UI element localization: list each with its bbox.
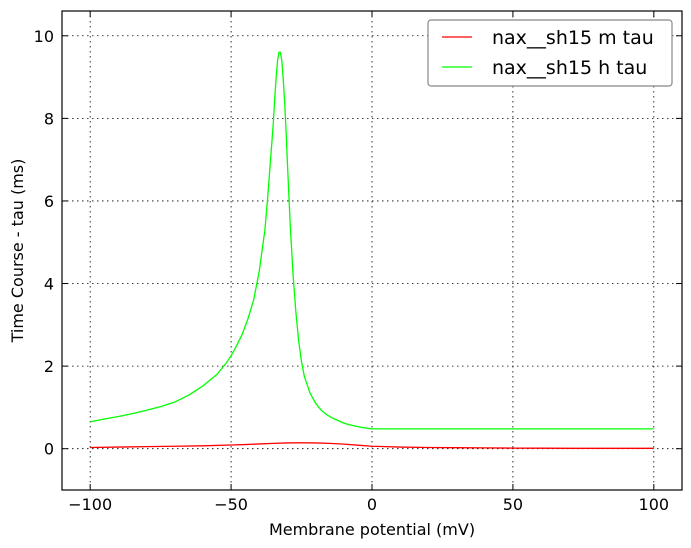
y-tick-label: 8 bbox=[44, 109, 54, 128]
legend-box bbox=[427, 19, 673, 87]
y-tick-label: 10 bbox=[34, 27, 54, 46]
x-tick-label: 0 bbox=[367, 495, 377, 514]
grid-lines bbox=[62, 11, 682, 490]
x-tick-label: −50 bbox=[214, 495, 248, 514]
x-tick-label: 100 bbox=[639, 495, 670, 514]
y-axis-label: Time Course - tau (ms) bbox=[8, 159, 27, 344]
axis-ticks: −100 −50 0 50 100 0 2 4 6 8 10 bbox=[34, 11, 682, 514]
series-line-1 bbox=[90, 51, 654, 430]
plot-series bbox=[90, 51, 654, 449]
y-tick-label: 2 bbox=[44, 357, 54, 376]
y-tick-label: 6 bbox=[44, 192, 54, 211]
y-tick-label: 4 bbox=[44, 275, 54, 294]
x-tick-label: −100 bbox=[68, 495, 112, 514]
series-line-0 bbox=[90, 442, 654, 449]
x-axis-label: Membrane potential (mV) bbox=[269, 520, 475, 539]
legend-label-m-tau: nax__sh15 m tau bbox=[492, 27, 654, 49]
legend-label-h-tau: nax__sh15 h tau bbox=[492, 57, 647, 79]
legend: nax__sh15 m tau nax__sh15 h tau bbox=[427, 19, 673, 87]
x-tick-label: 50 bbox=[503, 495, 523, 514]
y-tick-label: 0 bbox=[44, 440, 54, 459]
